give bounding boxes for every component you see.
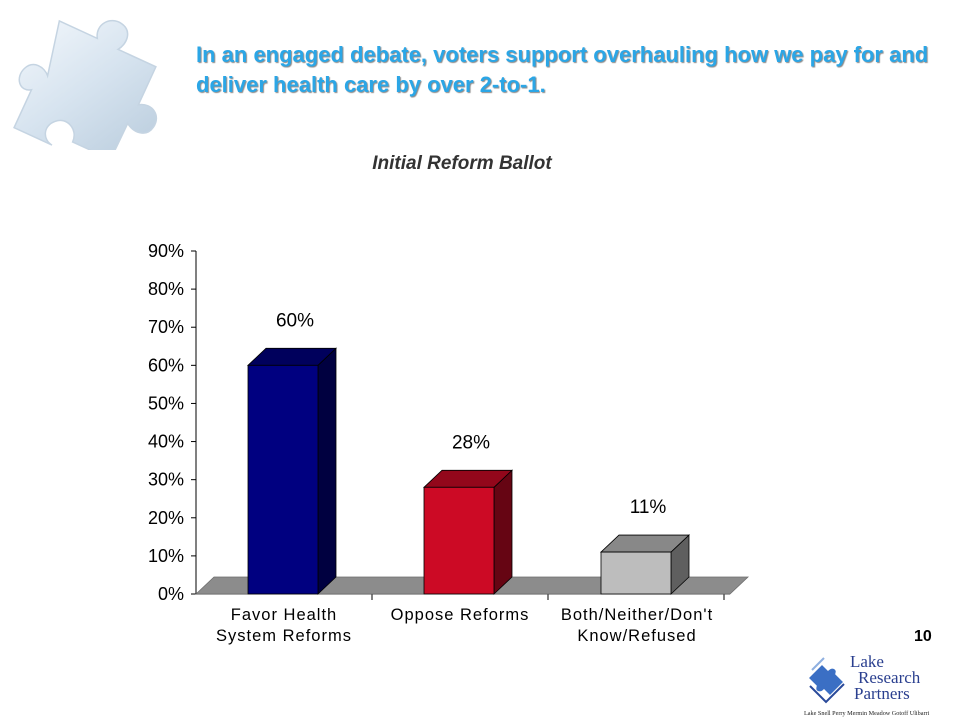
category-label: Favor Health: [231, 606, 337, 624]
lake-research-partners-logo: Lake Research Partners Lake Snell Perry …: [800, 652, 960, 720]
y-tick-label: 10%: [148, 546, 184, 566]
y-tick-label: 30%: [148, 470, 184, 490]
bar: [599, 534, 691, 595]
bar-front: [247, 364, 319, 595]
data-label: 60%: [276, 310, 314, 331]
logo-text-lake: Lake: [850, 652, 884, 671]
puzzle-piece-graphic: [13, 19, 158, 150]
page-number: 10: [914, 628, 932, 645]
logo-text-partners: Partners: [854, 684, 910, 703]
y-tick-label: 50%: [148, 393, 184, 413]
y-tick-label: 20%: [148, 508, 184, 528]
category-label: Both/Neither/Don't: [561, 606, 713, 624]
logo-text-research: Research: [858, 668, 921, 687]
bar-front: [600, 551, 672, 595]
slide-headline: In an engaged debate, voters support ove…: [196, 42, 929, 97]
logo-partner-names: Lake Snell Perry Mermin Meadow Gotoff Ul…: [804, 710, 930, 717]
bar: [246, 347, 338, 595]
bar-side: [317, 347, 337, 595]
y-tick-label: 70%: [148, 317, 184, 337]
y-tick-label: 80%: [148, 279, 184, 299]
category-label: System Reforms: [216, 627, 352, 645]
bar-side: [493, 469, 513, 595]
data-labels: 60% 28% 11%: [276, 310, 666, 518]
category-label: Know/Refused: [577, 627, 696, 645]
category-label: Oppose Reforms: [391, 606, 530, 624]
data-label: 11%: [630, 497, 667, 518]
logo-puzzle-icon: [806, 657, 846, 704]
bar-series: [246, 347, 691, 595]
chart-title: Initial Reform Ballot: [372, 153, 552, 174]
bar-front: [423, 486, 495, 595]
category-labels: Favor Health System Reforms Oppose Reforms…: [216, 606, 713, 645]
y-tick-label: 40%: [148, 432, 184, 452]
y-tick-label: 60%: [148, 355, 184, 375]
data-label: 28%: [452, 432, 490, 453]
y-tick-label: 90%: [148, 241, 184, 261]
bar: [422, 469, 514, 595]
y-tick-label: 0%: [158, 584, 184, 604]
